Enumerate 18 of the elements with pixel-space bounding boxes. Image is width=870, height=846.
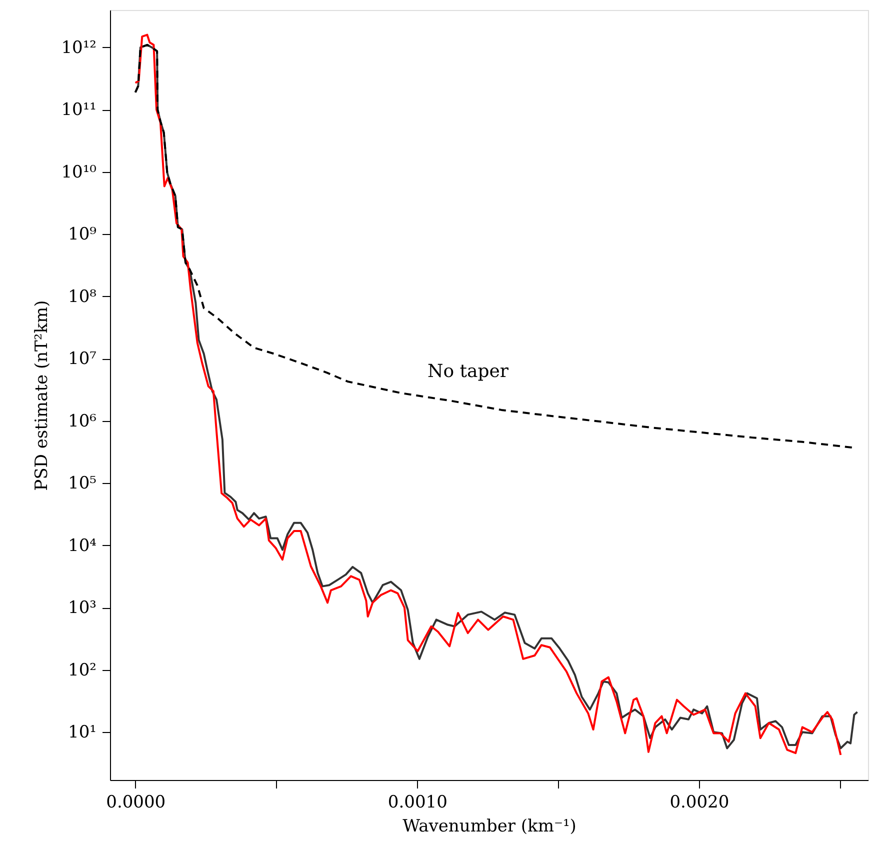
y-tick-label: 10¹² (61, 38, 96, 58)
y-tick-label: 10⁸ (68, 286, 97, 307)
y-tick-label: 10⁷ (68, 349, 97, 370)
y-tick-label: 10² (68, 660, 96, 680)
y-tick-label: 10¹⁰ (61, 162, 97, 182)
x-tick-label: 0.0020 (670, 792, 730, 812)
y-axis-title: PSD estimate (nT²km) (32, 300, 52, 491)
x-tick-label: 0.0000 (106, 792, 166, 812)
x-tick-label: 0.0010 (388, 792, 448, 812)
annotation: No taper (427, 361, 509, 382)
y-tick-label: 10¹ (68, 722, 96, 743)
y-tick-label: 10⁵ (68, 474, 97, 494)
y-tick-label: 10¹¹ (61, 100, 96, 120)
y-tick-label: 10³ (68, 598, 96, 618)
y-tick-label: 10⁴ (68, 536, 97, 556)
y-tick-label: 10⁶ (68, 411, 97, 432)
x-axis-title: Wavenumber (km⁻¹) (402, 816, 576, 836)
y-tick-label: 10⁹ (68, 224, 97, 245)
